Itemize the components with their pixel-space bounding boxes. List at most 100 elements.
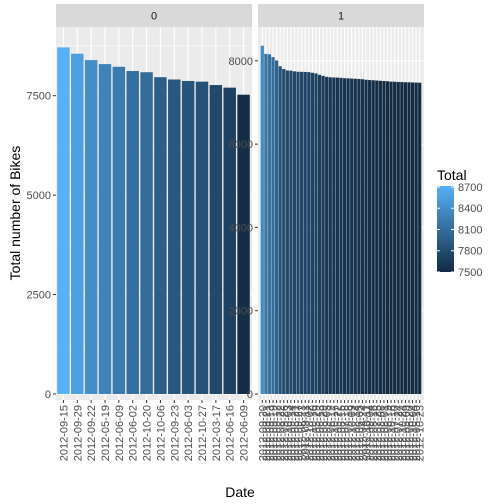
facet-1-x-axis: 2012-09-202012-09-212012-09-132012-09-19… [257, 400, 427, 461]
x-tick-label: 2012-05-10 [411, 405, 423, 461]
x-tick-label: 2012-08-22 [275, 405, 287, 461]
bar [278, 66, 282, 395]
legend-title: Total [437, 167, 467, 183]
bar [84, 60, 98, 394]
bar [57, 47, 70, 395]
facet-1-strip [258, 4, 424, 27]
x-tick-label: 2012-10-27 [197, 405, 209, 461]
x-tick-label: 2012-04-24 [357, 405, 369, 461]
x-tick-label: 2012-08-16 [368, 405, 380, 461]
bar [342, 78, 347, 395]
x-tick-label: 2012-09-13 [264, 405, 276, 461]
facet-0-label: 0 [151, 11, 157, 23]
bar [350, 78, 354, 395]
x-tick-label: 2012-09-23 [169, 405, 181, 461]
x-tick-label: 2012-07-10 [390, 405, 402, 461]
x-tick-label: 2012-07-24 [393, 405, 405, 461]
x-tick-label: 2012-06-09 [114, 405, 126, 461]
bar [393, 81, 397, 395]
bar [168, 79, 181, 394]
bar [307, 72, 311, 394]
x-tick-label: 2012-10-09 [347, 405, 359, 461]
bar [368, 80, 372, 395]
bar [332, 77, 336, 394]
x-tick-label: 2012-06-05 [354, 405, 366, 461]
bar [385, 81, 390, 394]
x-tick-label: 2012-06-19 [383, 405, 395, 461]
bar [389, 81, 393, 394]
bar [410, 82, 415, 394]
bar [310, 72, 314, 394]
x-tick-label: 2012-10-17 [329, 405, 341, 461]
bar [271, 57, 275, 395]
facet-0-bars [57, 47, 250, 395]
bar [364, 79, 368, 394]
x-tick-label: 2012-10-10 [307, 405, 319, 461]
legend-label: 8700 [458, 182, 482, 194]
x-tick-label: 2012-08-14 [350, 405, 362, 461]
x-tick-label: 2012-09-29 [72, 405, 84, 461]
x-tick-label: 2012-08-01 [379, 405, 391, 461]
x-tick-label: 2012-05-19 [100, 405, 112, 461]
bar [378, 80, 382, 394]
bar [274, 60, 279, 395]
y-tick-label: 4000 [229, 222, 253, 234]
x-tick-label: 2012-09-14 [286, 405, 298, 461]
x-tick-label: 2012-07-18 [340, 405, 352, 461]
x-tick-label: 2012-05-29 [311, 405, 323, 461]
bar [382, 80, 386, 394]
bar [407, 82, 411, 394]
x-tick-label: 2012-10-20 [142, 405, 154, 461]
facet-1-label: 1 [338, 11, 344, 23]
bar [112, 66, 126, 394]
x-tick-label: 2012-10-06 [155, 405, 167, 461]
x-tick-label: 2012-09-04 [365, 405, 377, 461]
x-tick-label: 2012-06-12 [325, 405, 337, 461]
facet-0-x-axis: 2012-09-15 2012-09-29 2012-09-22 2012-05-19… [58, 400, 251, 461]
x-tick-label: 2012-08-29 [318, 405, 330, 461]
x-tick-label: 2012-09-22 [86, 405, 98, 461]
bar [300, 71, 304, 394]
legend-colorbar [437, 186, 454, 272]
bar [285, 70, 289, 395]
x-tick-label: 2012-08-23 [297, 405, 309, 461]
facet-0-strip [56, 4, 252, 27]
x-tick-label: 2012-09-21 [261, 405, 273, 461]
x-tick-label: 2012-10-11 [361, 405, 373, 460]
x-tick-label: 2012-03-17 [211, 405, 223, 461]
bar [303, 71, 307, 394]
bar [371, 80, 375, 395]
y-tick-label: 7500 [27, 91, 51, 103]
bar [418, 82, 422, 394]
bar [209, 85, 223, 394]
x-tick-label: 2012-10-03 [282, 405, 294, 461]
x-tick-label: 2012-08-15 [336, 405, 348, 461]
x-tick-label: 2012-06-20 [404, 405, 416, 461]
bar [260, 45, 264, 395]
x-tick-label: 2012-09-12 [272, 405, 284, 461]
x-tick-label: 2012-10-02 [304, 405, 316, 461]
y-tick-label: 2000 [229, 306, 253, 318]
legend-label: 8100 [458, 224, 482, 236]
bar [328, 77, 332, 395]
bar [289, 70, 293, 394]
bar [126, 71, 139, 394]
x-tick-label: 2012-06-16 [225, 405, 237, 461]
bar [154, 77, 167, 395]
y-tick-label: 5000 [27, 190, 51, 202]
x-tick-label: 2012-09-05 [322, 405, 334, 461]
y-axis-title: Total number of Bikes [7, 146, 23, 281]
facet-1: 1 0 2000 4000 6000 8000 2012-09-202012-09-21… [229, 4, 427, 461]
legend-label: 7800 [458, 246, 482, 258]
legend-label: 7500 [458, 267, 482, 279]
bar [335, 77, 340, 394]
x-tick-label: 2012-06-03 [183, 405, 195, 461]
x-tick-label: 2012-09-27 [293, 405, 305, 461]
bar [181, 80, 195, 394]
x-tick-label: 2012-09-18 [343, 405, 355, 461]
bar [339, 77, 343, 395]
bar [71, 53, 84, 394]
legend-label: 8400 [458, 203, 482, 215]
